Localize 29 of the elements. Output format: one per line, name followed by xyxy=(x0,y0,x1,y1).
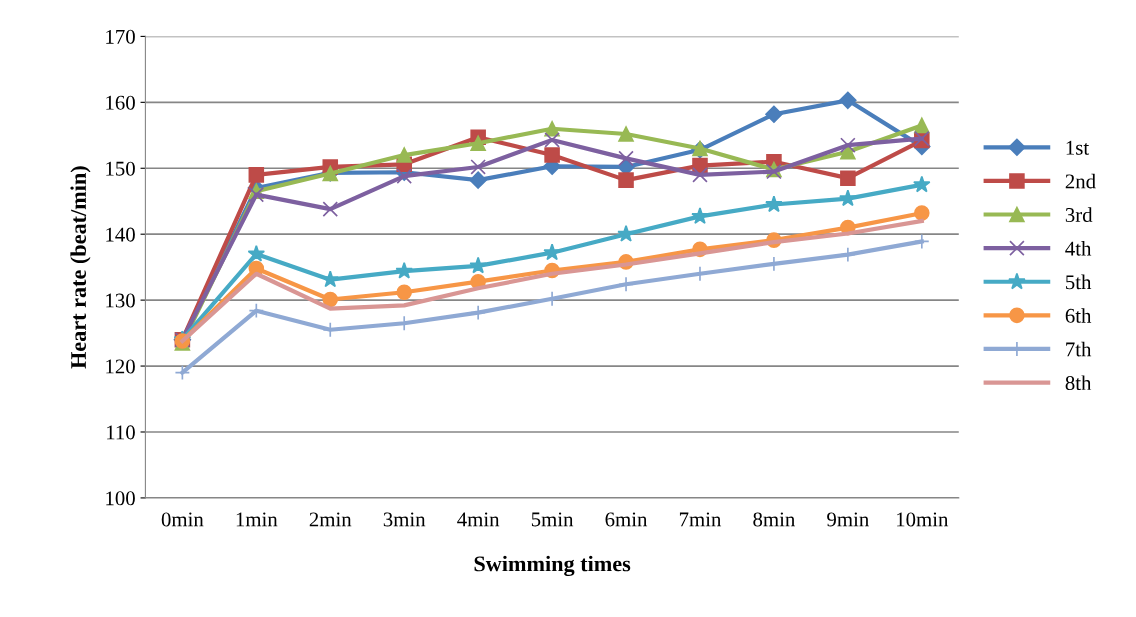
legend-label: 8th xyxy=(1065,375,1092,391)
x-tick-label: 5min xyxy=(531,512,574,527)
legend-label: 7th xyxy=(1066,341,1092,357)
y-tick-label: 120 xyxy=(106,359,135,374)
y-tick-label: 160 xyxy=(106,95,135,110)
legend-label: 3rd xyxy=(1065,207,1093,223)
x-tick-label: 10min xyxy=(897,512,949,527)
y-tick-label: 130 xyxy=(106,293,135,308)
x-tick-label: 0min xyxy=(161,512,204,527)
y-tick-label: 150 xyxy=(106,161,135,176)
legend-label: 1st xyxy=(1066,140,1090,155)
x-tick-label: 7min xyxy=(679,512,722,527)
x-axis-title: Swimming times xyxy=(474,555,631,577)
x-tick-label: 2min xyxy=(309,512,352,527)
x-tick-label: 3min xyxy=(383,512,426,527)
y-tick-label: 140 xyxy=(106,227,135,242)
legend-label: 4th xyxy=(1065,240,1092,256)
y-axis-title: Heart rate (beat/min) xyxy=(70,166,91,369)
y-tick-label: 100 xyxy=(106,491,135,506)
legend-label: 2nd xyxy=(1065,173,1096,189)
y-tick-label: 170 xyxy=(106,29,135,44)
x-tick-label: 1min xyxy=(236,512,278,527)
x-tick-label: 8min xyxy=(753,512,796,527)
legend-label: 5th xyxy=(1066,274,1092,290)
x-tick-label: 6min xyxy=(605,512,648,527)
x-tick-label: 4min xyxy=(457,512,500,527)
x-tick-label: 9min xyxy=(827,512,869,527)
y-tick-label: 110 xyxy=(107,425,135,440)
legend-label: 6th xyxy=(1065,308,1092,323)
